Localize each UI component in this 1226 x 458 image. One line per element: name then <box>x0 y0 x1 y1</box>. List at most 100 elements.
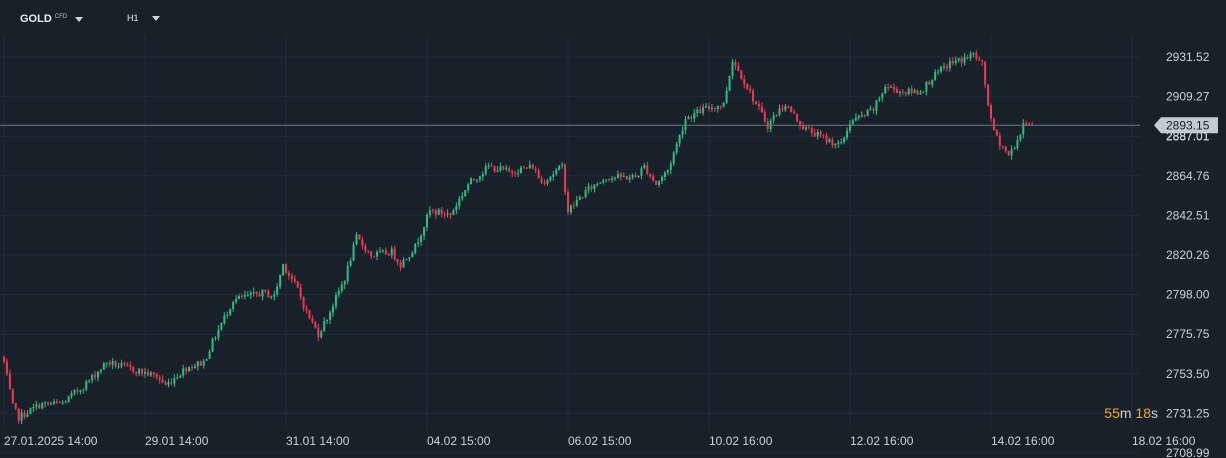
candle <box>199 360 202 367</box>
candle-body <box>196 361 199 367</box>
candle <box>951 56 954 67</box>
candle-body <box>1004 146 1007 152</box>
candle-body <box>925 81 928 92</box>
candle <box>35 400 38 411</box>
candle-body <box>593 184 596 190</box>
candle <box>552 171 555 181</box>
candle-body <box>99 369 102 372</box>
candle-body <box>164 382 167 385</box>
candle <box>825 132 828 145</box>
y-tick-label: 2798.00 <box>1166 288 1210 302</box>
candle-body <box>387 254 390 256</box>
candle <box>981 59 984 66</box>
candle <box>666 169 669 176</box>
candle <box>843 136 846 145</box>
candle-body <box>710 108 713 110</box>
candle-body <box>493 165 496 172</box>
candle <box>423 226 426 240</box>
candle <box>581 196 584 199</box>
candle-body <box>467 184 470 190</box>
candle-body <box>123 363 126 365</box>
candle <box>978 56 981 61</box>
candle-body <box>182 368 185 376</box>
candle <box>155 372 158 381</box>
candle <box>628 174 631 183</box>
candle <box>132 365 135 374</box>
candle-body <box>555 169 558 175</box>
symbol-selector[interactable]: GOLD CFD <box>20 13 84 25</box>
candle-body <box>605 179 608 181</box>
candle-body <box>114 361 117 367</box>
candle-body <box>755 101 757 104</box>
candle-body <box>79 390 82 392</box>
candle <box>772 112 775 124</box>
candle-body <box>825 135 828 143</box>
candle-body <box>678 134 681 144</box>
candle-body <box>461 196 464 199</box>
candle <box>417 237 420 248</box>
candle-body <box>828 139 831 143</box>
candle-body <box>252 291 255 293</box>
candle-body <box>402 259 405 268</box>
candle <box>470 177 473 185</box>
candle <box>223 312 226 326</box>
candle-body <box>975 53 978 59</box>
candle-body <box>969 53 972 59</box>
candle-body <box>258 293 261 297</box>
candle <box>32 403 35 412</box>
candle-body <box>702 107 705 114</box>
candle <box>896 86 898 94</box>
candle <box>520 165 522 174</box>
candle <box>185 366 188 375</box>
candle-body <box>708 106 710 109</box>
candle <box>76 387 79 395</box>
candle <box>246 291 249 297</box>
candle <box>232 300 235 312</box>
candle-body <box>781 108 784 110</box>
candle-body <box>161 379 164 383</box>
candle-body <box>290 275 293 280</box>
candle <box>91 373 94 384</box>
candle <box>473 178 475 182</box>
candle-body <box>423 227 426 236</box>
candle-body <box>282 264 285 275</box>
candle <box>922 91 925 94</box>
candle-body <box>866 109 869 116</box>
candle <box>775 114 778 117</box>
candle <box>273 290 276 301</box>
candle-body <box>875 100 878 111</box>
candle <box>211 337 214 353</box>
candle <box>411 250 414 258</box>
candle <box>282 263 285 277</box>
candle <box>904 91 907 97</box>
candle <box>722 102 725 108</box>
candle-body <box>634 175 637 178</box>
candle <box>314 320 317 329</box>
candle-body <box>649 174 652 177</box>
candle-body <box>214 337 217 339</box>
candle <box>343 280 346 290</box>
candle-body <box>223 315 226 323</box>
candle-body <box>17 408 20 421</box>
timeframe-selector[interactable]: H1 <box>127 13 160 23</box>
candle <box>443 211 446 219</box>
candle <box>893 83 896 94</box>
candle <box>984 61 987 89</box>
candle <box>787 105 790 109</box>
candle <box>102 361 105 370</box>
candle-body <box>431 210 434 212</box>
candle-body <box>317 327 320 338</box>
candle-body <box>220 322 223 330</box>
candle-body <box>790 106 793 113</box>
candle-body <box>652 176 655 181</box>
candle-body <box>1025 123 1028 125</box>
candle <box>534 166 537 174</box>
candle-body <box>816 131 819 137</box>
candle <box>549 176 552 182</box>
candle <box>907 87 910 96</box>
candle-body <box>94 375 97 378</box>
candle-body <box>129 365 132 368</box>
candle <box>943 62 945 71</box>
candle-body <box>393 248 396 260</box>
